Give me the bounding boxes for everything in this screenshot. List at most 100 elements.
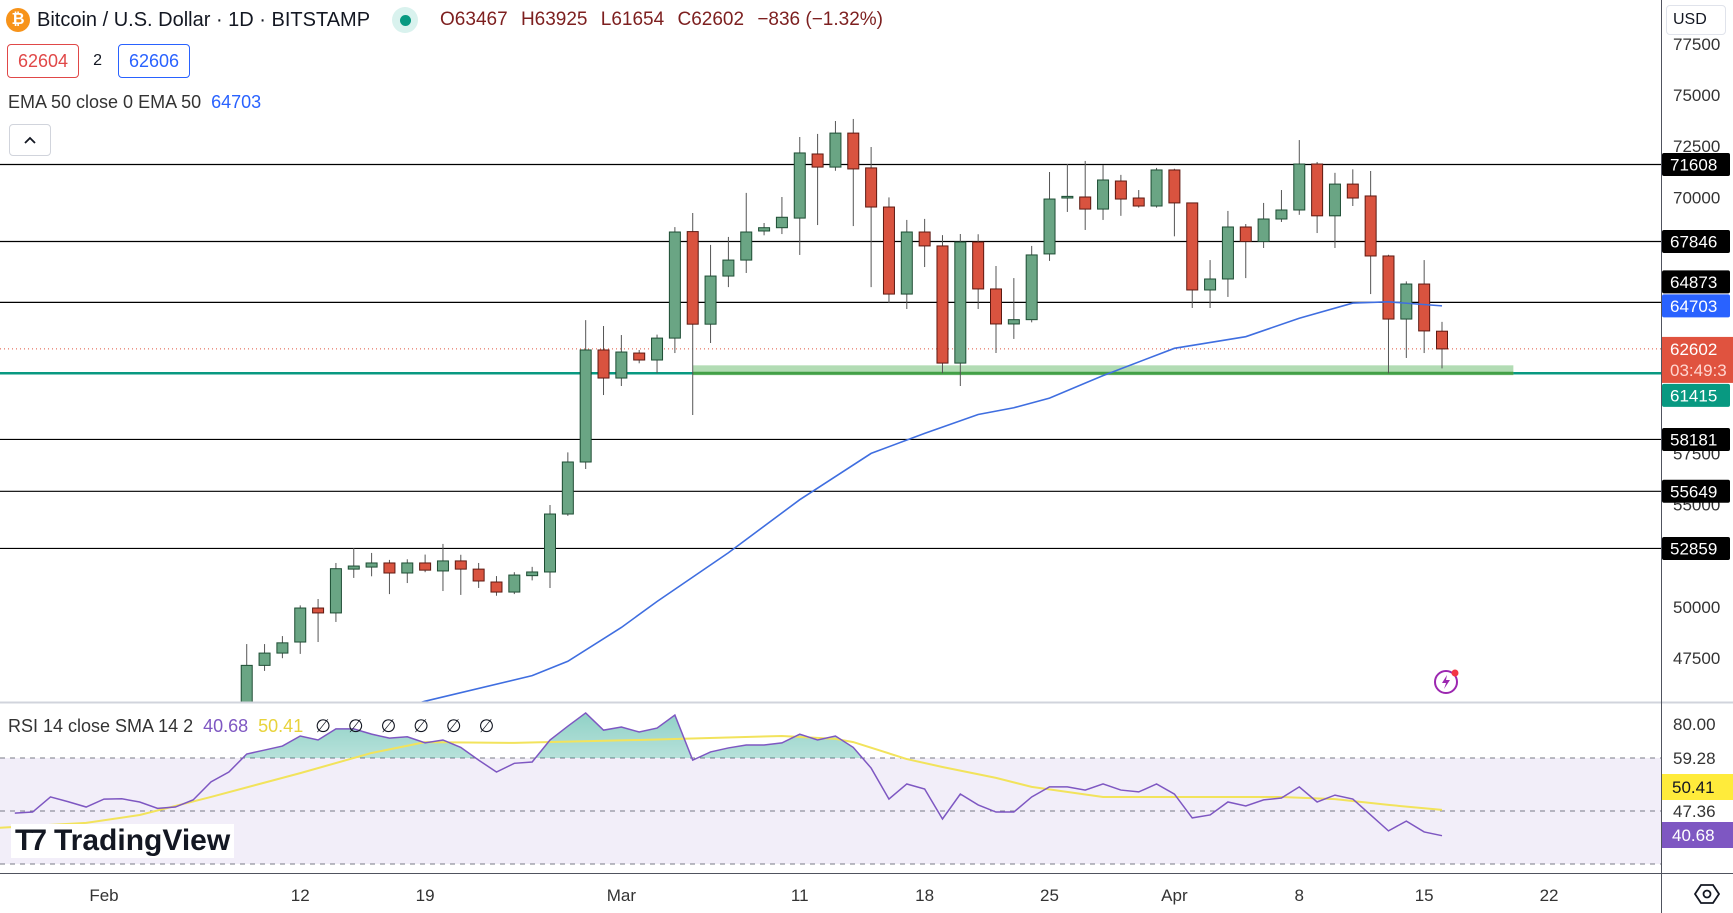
ema-price-label[interactable]: 64703 — [1662, 294, 1730, 318]
ema-legend[interactable]: EMA 50 close 0 EMA 50 64703 — [8, 92, 261, 113]
candle-body — [258, 652, 271, 666]
rsi-axis-text: 40.68 — [1672, 826, 1715, 845]
level-price-label[interactable]: 55649 — [1662, 479, 1730, 503]
level-price-label-bg — [1662, 536, 1730, 560]
candle-body — [1132, 197, 1145, 207]
candle — [1418, 260, 1431, 354]
level-price-label[interactable]: 58181 — [1662, 427, 1730, 451]
currency-selector[interactable]: USD — [1666, 5, 1726, 35]
candle-body — [1328, 183, 1341, 217]
support-price-label[interactable]: 61415 — [1662, 383, 1730, 407]
rsi-sma-axis-text: 50.41 — [1672, 778, 1715, 797]
candle — [312, 599, 325, 643]
candle — [758, 223, 771, 236]
candle — [1328, 172, 1341, 248]
level-price-label-bg — [1662, 479, 1730, 503]
candle — [900, 219, 913, 310]
rsi-legend[interactable]: RSI 14 close SMA 14 2 40.68 50.41 ∅ ∅ ∅ ∅ ∅… — [8, 716, 500, 737]
candle-body — [668, 231, 681, 339]
candle-body — [704, 275, 717, 325]
candle — [1132, 190, 1145, 208]
candle — [668, 227, 681, 354]
candle-body — [1186, 202, 1199, 291]
candle-body — [651, 337, 664, 361]
candle-body — [847, 132, 860, 170]
symbol-title[interactable]: Bitcoin / U.S. Dollar · 1D · BITSTAMP — [37, 8, 371, 31]
time-tick-label: 25 — [1040, 886, 1059, 905]
candle-body — [615, 351, 628, 379]
tradingview-logo-icon: T7 — [15, 824, 47, 857]
sell-button[interactable]: 62604 — [7, 44, 80, 78]
price-tick-label: 77500 — [1673, 35, 1720, 54]
candle — [811, 133, 824, 226]
candle — [329, 562, 342, 622]
lightning-icon[interactable] — [1432, 666, 1462, 696]
close-value: C62602 — [677, 9, 745, 30]
candle-body — [1293, 163, 1306, 211]
rsi-legend-value: 40.68 — [203, 716, 249, 736]
candle-body — [365, 562, 378, 568]
time-axis[interactable]: Feb 12 19 Mar 11 18 25 Apr 8 15 22 — [89, 886, 1558, 905]
buy-button[interactable]: 62606 — [117, 44, 191, 78]
level-price-label[interactable]: 67846 — [1662, 230, 1730, 254]
candle-body — [1025, 254, 1038, 321]
settings-icon[interactable] — [1693, 882, 1721, 906]
candle — [936, 235, 949, 374]
candle-body — [793, 152, 806, 219]
candle — [1436, 321, 1448, 369]
candle — [1025, 245, 1038, 323]
candle-body — [686, 231, 699, 325]
candle-body — [1168, 169, 1181, 204]
candle — [597, 326, 610, 396]
candle — [1097, 165, 1110, 220]
time-tick-label: 19 — [416, 886, 435, 905]
candle-body — [1097, 179, 1110, 210]
low-value: L61654 — [600, 9, 665, 30]
candle — [1007, 278, 1020, 339]
candle — [615, 335, 628, 387]
candle — [436, 543, 449, 592]
level-price-label-bg — [1662, 427, 1730, 451]
rsi-sma-line — [0, 735, 1443, 829]
candle-body — [882, 206, 895, 295]
candle-body — [811, 153, 824, 168]
time-tick-label: Mar — [607, 886, 637, 905]
candle-body — [1436, 330, 1448, 350]
time-tick-label: 8 — [1295, 886, 1304, 905]
horizontal-levels[interactable] — [0, 163, 1661, 550]
candle — [579, 320, 592, 469]
rsi-tick-label: 47.36 — [1673, 802, 1716, 821]
collapse-legend-button[interactable] — [9, 124, 51, 156]
support-zone[interactable] — [692, 365, 1514, 376]
candle — [722, 236, 735, 288]
level-price-label[interactable]: 52859 — [1662, 536, 1730, 560]
level-price-label[interactable]: 64873 — [1662, 270, 1730, 294]
candle — [633, 349, 646, 364]
rsi-sma-axis-bg — [1662, 774, 1733, 800]
ema-legend-label: EMA 50 close 0 EMA 50 — [8, 92, 202, 112]
candle-body — [329, 568, 342, 614]
candle-body — [401, 562, 414, 574]
current-price-label[interactable]: 62602 03:49:3 — [1662, 336, 1733, 383]
level-price-label-bg — [1662, 152, 1730, 176]
candle-body — [597, 349, 610, 379]
candle-body — [383, 562, 396, 574]
support-price-label-bg — [1662, 383, 1730, 407]
ema-price-label-bg — [1662, 294, 1730, 318]
candle-body — [454, 560, 467, 570]
level-price-label[interactable]: 71608 — [1662, 152, 1730, 176]
tradingview-logo[interactable]: T7 TradingView — [11, 824, 235, 858]
tradingview-wordmark: TradingView — [54, 824, 231, 857]
rsi-legend-label: RSI 14 close SMA 14 2 — [8, 716, 194, 736]
price-axis[interactable]: 7750075000725007000057500550005000047500… — [1662, 35, 1733, 848]
rsi-line — [14, 711, 1443, 837]
candle — [1293, 140, 1306, 215]
time-tick-label: Apr — [1161, 886, 1188, 905]
support-zone-fill[interactable] — [692, 365, 1514, 376]
rsi-na-values: ∅ ∅ ∅ ∅ ∅ ∅ — [315, 716, 501, 736]
candle — [847, 118, 860, 227]
ema-line — [419, 301, 1443, 702]
symbol-header: ₿ Bitcoin / U.S. Dollar · 1D · BITSTAMP … — [6, 6, 891, 34]
